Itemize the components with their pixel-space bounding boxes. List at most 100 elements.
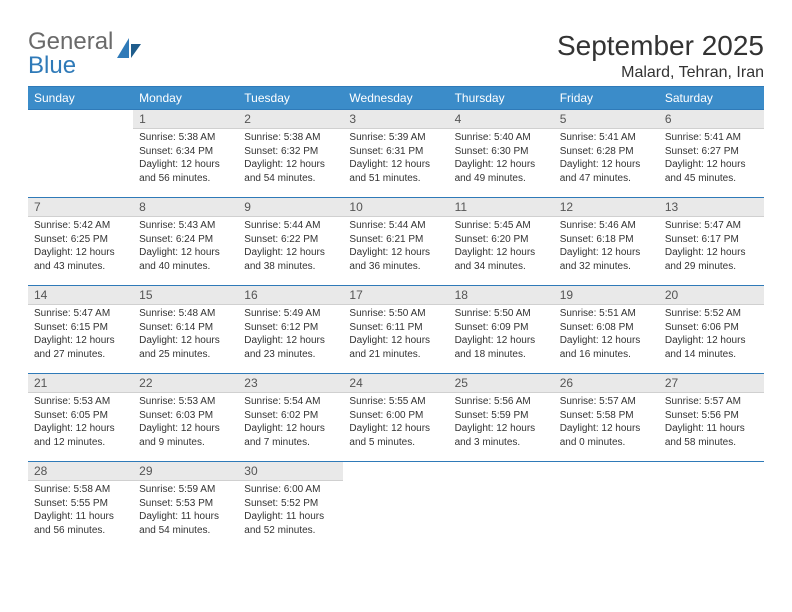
day-number: 4 [449,110,554,129]
day-number: 28 [28,462,133,481]
logo: General Blue [28,30,143,78]
daylight-text: Daylight: 12 hours and 51 minutes. [349,158,442,185]
day-content: Sunrise: 5:43 AMSunset: 6:24 PMDaylight:… [133,217,238,277]
day-cell [449,462,554,550]
day-number: 8 [133,198,238,217]
sunrise-text: Sunrise: 5:50 AM [455,307,548,321]
day-cell: 24Sunrise: 5:55 AMSunset: 6:00 PMDayligh… [343,374,448,462]
sunrise-text: Sunrise: 5:42 AM [34,219,127,233]
sunrise-text: Sunrise: 5:40 AM [455,131,548,145]
day-content: Sunrise: 5:40 AMSunset: 6:30 PMDaylight:… [449,129,554,189]
day-number: 21 [28,374,133,393]
sunset-text: Sunset: 6:18 PM [560,233,653,247]
day-number: 11 [449,198,554,217]
sunset-text: Sunset: 6:34 PM [139,145,232,159]
daylight-text: Daylight: 12 hours and 36 minutes. [349,246,442,273]
daylight-text: Daylight: 12 hours and 0 minutes. [560,422,653,449]
sunset-text: Sunset: 6:14 PM [139,321,232,335]
sunset-text: Sunset: 5:55 PM [34,497,127,511]
day-number: 12 [554,198,659,217]
day-content: Sunrise: 5:55 AMSunset: 6:00 PMDaylight:… [343,393,448,453]
header-monday: Monday [133,87,238,110]
sunset-text: Sunset: 6:15 PM [34,321,127,335]
logo-text-general: General [28,28,113,55]
week-row: 21Sunrise: 5:53 AMSunset: 6:05 PMDayligh… [28,374,764,462]
day-cell: 21 Sunrise: 5:53 AMSunset: 6:05 PMDayligh… [28,374,133,462]
sunrise-text: Sunrise: 5:57 AM [560,395,653,409]
day-cell: 5Sunrise: 5:41 AMSunset: 6:28 PMDaylight… [554,110,659,198]
day-cell [28,110,133,198]
sunset-text: Sunset: 6:11 PM [349,321,442,335]
sunset-text: Sunset: 6:05 PM [34,409,127,423]
day-content: Sunrise: 5:54 AMSunset: 6:02 PMDaylight:… [238,393,343,453]
day-cell: 9Sunrise: 5:44 AMSunset: 6:22 PMDaylight… [238,198,343,286]
day-cell: 12 Sunrise: 5:46 AMSunset: 6:18 PMDayligh… [554,198,659,286]
daylight-text: Daylight: 12 hours and 27 minutes. [34,334,127,361]
header-sunday: Sunday [28,87,133,110]
day-cell: 10Sunrise: 5:44 AMSunset: 6:21 PMDayligh… [343,198,448,286]
day-number: 30 [238,462,343,481]
daylight-text: Daylight: 12 hours and 34 minutes. [455,246,548,273]
daylight-text: Daylight: 12 hours and 12 minutes. [34,422,127,449]
sunset-text: Sunset: 6:27 PM [665,145,758,159]
sunrise-text: Sunrise: 5:53 AM [34,395,127,409]
day-content: Sunrise: 5:51 AMSunset: 6:08 PMDaylight:… [554,305,659,365]
day-cell: 1Sunrise: 5:38 AMSunset: 6:34 PMDaylight… [133,110,238,198]
day-number: 19 [554,286,659,305]
day-content: Sunrise: 5:41 AMSunset: 6:27 PMDaylight:… [659,129,764,189]
day-content: Sunrise: 5:50 AMSunset: 6:11 PMDaylight:… [343,305,448,365]
sunset-text: Sunset: 6:24 PM [139,233,232,247]
day-cell: 18Sunrise: 5:50 AMSunset: 6:09 PMDayligh… [449,286,554,374]
daylight-text: Daylight: 12 hours and 21 minutes. [349,334,442,361]
day-content: Sunrise: 5:56 AMSunset: 5:59 PMDaylight:… [449,393,554,453]
sunset-text: Sunset: 6:06 PM [665,321,758,335]
sunrise-text: Sunrise: 5:46 AM [560,219,653,233]
day-cell: 30Sunrise: 6:00 AMSunset: 5:52 PMDayligh… [238,462,343,550]
day-number: 14 [28,286,133,305]
header-friday: Friday [554,87,659,110]
sunset-text: Sunset: 6:30 PM [455,145,548,159]
location: Malard, Tehran, Iran [557,64,764,82]
day-content: Sunrise: 5:38 AMSunset: 6:34 PMDaylight:… [133,129,238,189]
day-number: 29 [133,462,238,481]
day-number: 2 [238,110,343,129]
daylight-text: Daylight: 12 hours and 54 minutes. [244,158,337,185]
day-content: Sunrise: 5:47 AMSunset: 6:15 PMDaylight:… [28,305,133,365]
day-cell: 20Sunrise: 5:52 AMSunset: 6:06 PMDayligh… [659,286,764,374]
sunset-text: Sunset: 6:08 PM [560,321,653,335]
day-cell: 16Sunrise: 5:49 AMSunset: 6:12 PMDayligh… [238,286,343,374]
calendar-table: Sunday Monday Tuesday Wednesday Thursday… [28,87,764,550]
day-number: 26 [554,374,659,393]
daylight-text: Daylight: 12 hours and 32 minutes. [560,246,653,273]
day-cell: 2Sunrise: 5:38 AMSunset: 6:32 PMDaylight… [238,110,343,198]
day-cell [659,462,764,550]
week-row: 28Sunrise: 5:58 AMSunset: 5:55 PMDayligh… [28,462,764,550]
day-cell: 7Sunrise: 5:42 AMSunset: 6:25 PMDaylight… [28,198,133,286]
sunrise-text: Sunrise: 5:44 AM [349,219,442,233]
day-cell: 4Sunrise: 5:40 AMSunset: 6:30 PMDaylight… [449,110,554,198]
daylight-text: Daylight: 11 hours and 52 minutes. [244,510,337,537]
daylight-text: Daylight: 12 hours and 56 minutes. [139,158,232,185]
sunrise-text: Sunrise: 5:55 AM [349,395,442,409]
day-content: Sunrise: 5:57 AMSunset: 5:56 PMDaylight:… [659,393,764,453]
day-number: 27 [659,374,764,393]
day-cell: 11Sunrise: 5:45 AMSunset: 6:20 PMDayligh… [449,198,554,286]
day-content: Sunrise: 6:00 AMSunset: 5:52 PMDaylight:… [238,481,343,541]
sunset-text: Sunset: 5:59 PM [455,409,548,423]
sunrise-text: Sunrise: 5:47 AM [34,307,127,321]
header: General Blue September 2025 Malard, Tehr… [28,30,764,82]
header-saturday: Saturday [659,87,764,110]
sunrise-text: Sunrise: 5:50 AM [349,307,442,321]
sunset-text: Sunset: 6:25 PM [34,233,127,247]
sunrise-text: Sunrise: 5:38 AM [139,131,232,145]
sunrise-text: Sunrise: 5:48 AM [139,307,232,321]
day-content: Sunrise: 5:42 AMSunset: 6:25 PMDaylight:… [28,217,133,277]
sunrise-text: Sunrise: 5:44 AM [244,219,337,233]
day-cell: 29Sunrise: 5:59 AMSunset: 5:53 PMDayligh… [133,462,238,550]
sunset-text: Sunset: 6:28 PM [560,145,653,159]
sunrise-text: Sunrise: 5:52 AM [665,307,758,321]
sunrise-text: Sunrise: 5:41 AM [665,131,758,145]
day-content: Sunrise: 5:53 AMSunset: 6:03 PMDaylight:… [133,393,238,453]
sunrise-text: Sunrise: 5:41 AM [560,131,653,145]
day-number: 20 [659,286,764,305]
